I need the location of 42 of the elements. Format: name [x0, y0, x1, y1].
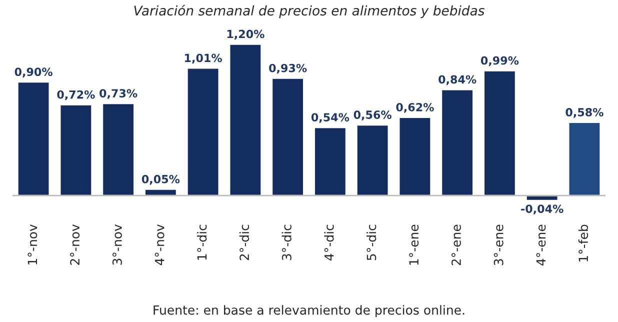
bar [228, 43, 262, 196]
data-label: 0,62% [396, 102, 434, 113]
bar [186, 67, 220, 196]
x-tick-label: 3°-dic [282, 224, 292, 260]
data-label: 0,56% [354, 110, 392, 120]
x-tick-label: 2°-nov [70, 224, 80, 265]
bar [398, 116, 432, 196]
x-tick-label: 1°-nov [28, 224, 38, 264]
data-label: 0,93% [269, 64, 307, 74]
data-label: -0,04% [521, 204, 564, 214]
x-tick-label: 1°-feb [578, 224, 588, 262]
data-label: 0,99% [480, 56, 519, 66]
data-label: 0,72% [57, 90, 95, 100]
data-label: 0,54% [311, 113, 350, 123]
bar [16, 81, 50, 196]
x-tick-label: 3°-nov [112, 224, 122, 265]
x-tick-label: 4°-nov [154, 224, 164, 266]
bar [59, 104, 93, 196]
bar [568, 122, 602, 196]
data-label: 1,20% [227, 30, 264, 40]
data-label: 0,73% [100, 89, 138, 99]
data-label: 0,05% [142, 174, 180, 185]
bar [483, 70, 516, 196]
x-tick-label: 2°-dic [239, 224, 250, 260]
bar [102, 102, 135, 196]
x-tick-label: 1°-ene [409, 224, 419, 265]
bar [314, 126, 347, 196]
x-tick-label: 4°-ene [536, 224, 546, 266]
chart-title: Variación semanal de precios en alimentos y bebidas [134, 4, 484, 18]
x-tick-label: 2°-ene [451, 224, 461, 266]
data-label: 0,84% [438, 75, 476, 86]
x-tick-label: 4°-dic [324, 224, 334, 260]
bar [271, 78, 304, 196]
bar [356, 124, 390, 196]
source-note: Fuente: en base a relevamiento de precios online. [154, 305, 464, 318]
x-tick-label: 1°-dic [197, 224, 207, 260]
data-label: 0,58% [566, 108, 604, 118]
bar [440, 88, 474, 196]
x-tick-label: 5°-dic [366, 224, 376, 260]
data-label: 1,01% [185, 54, 222, 64]
x-tick-label: 3°-ene [494, 224, 504, 266]
data-label: 0,90% [14, 68, 52, 78]
